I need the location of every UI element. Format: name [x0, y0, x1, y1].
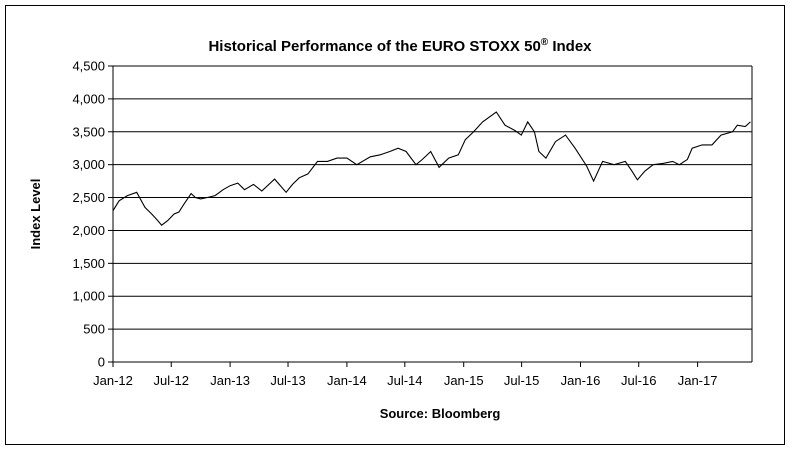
y-tick-label: 1,500	[72, 256, 105, 271]
x-tick-label: Jul-16	[621, 373, 656, 388]
x-tick-label: Jul-15	[504, 373, 539, 388]
y-tick-label: 4,500	[72, 59, 105, 74]
x-tick-label: Jan-16	[561, 373, 601, 388]
x-axis-ticks: Jan-12 Jul-12 Jan-13 Jul-13 Jan-14 Jul-14 Jan-…	[93, 362, 717, 388]
x-tick-label: Jan-13	[210, 373, 250, 388]
y-tick-label: 4,000	[72, 91, 105, 106]
x-tick-label: Jul-14	[387, 373, 422, 388]
x-tick-label: Jan-17	[678, 373, 718, 388]
series-line	[112, 111, 751, 226]
x-tick-label: Jul-12	[154, 373, 189, 388]
x-tick-label: Jan-15	[444, 373, 484, 388]
y-tick-label: 2,500	[72, 190, 105, 205]
chart-frame	[5, 5, 785, 445]
gridlines	[113, 65, 752, 330]
y-tick-label: 3,500	[72, 124, 105, 139]
x-tick-label: Jan-14	[327, 373, 367, 388]
x-tick-label: Jan-12	[93, 373, 133, 388]
y-tick-label: 3,000	[72, 157, 105, 172]
source-note: Source: Bloomberg	[380, 406, 501, 421]
chart-title: Historical Performance of the EURO STOXX…	[208, 37, 592, 55]
y-tick-label: 1,000	[72, 289, 105, 304]
y-tick-label: 500	[83, 322, 105, 337]
x-tick-label: Jul-13	[270, 373, 305, 388]
y-axis-ticks: 0 500 1,000 1,500 2,000 2,500 3,000 3,500 4,000 4…	[72, 59, 113, 370]
y-tick-label: 2,000	[72, 223, 105, 238]
y-tick-label: 0	[98, 355, 105, 370]
y-axis-label: Index Level	[28, 179, 43, 250]
registered-mark: ®	[541, 37, 549, 48]
